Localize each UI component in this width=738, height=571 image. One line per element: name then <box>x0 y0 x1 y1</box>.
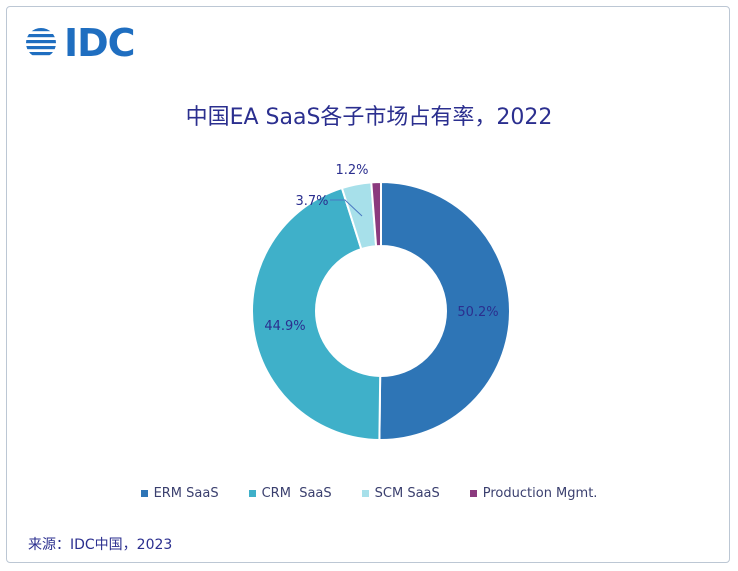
legend-swatch <box>248 490 256 497</box>
donut-chart: 50.2% 44.9% 3.7% 1.2% <box>251 163 511 442</box>
leader-line <box>330 199 363 217</box>
slice-crm-saas <box>251 186 382 442</box>
source-note: 来源：IDC中国，2023 <box>28 537 173 553</box>
idc-logo: IDC <box>24 21 136 65</box>
chart-frame <box>6 6 730 563</box>
legend-item: Production Mgmt. <box>469 486 598 501</box>
chart-title: 中国EA SaaS各子市场占有率，2022 <box>185 105 553 130</box>
legend-swatch <box>361 490 369 497</box>
legend-swatch <box>140 490 148 497</box>
slice-erm-saas <box>378 180 511 441</box>
legend-label: SCM SaaS <box>374 486 440 501</box>
data-label: 1.2% <box>335 163 368 178</box>
slice-production-mgmt <box>370 180 382 248</box>
globe-icon <box>26 28 56 56</box>
chart-legend: ERM SaaS CRM SaaS SCM SaaS Production Mgmt. <box>0 486 738 501</box>
data-label: 50.2% <box>457 305 498 320</box>
legend-label: Production Mgmt. <box>482 486 598 501</box>
data-label: 3.7% <box>295 194 328 209</box>
legend-item: CRM SaaS <box>248 486 332 501</box>
legend-label: CRM SaaS <box>261 486 332 501</box>
legend-swatch <box>469 490 477 497</box>
data-label: 44.9% <box>264 319 305 334</box>
legend-item: SCM SaaS <box>361 486 440 501</box>
logo-text: IDC <box>64 21 136 65</box>
legend-label: ERM SaaS <box>153 486 219 501</box>
legend-item: ERM SaaS <box>140 486 219 501</box>
